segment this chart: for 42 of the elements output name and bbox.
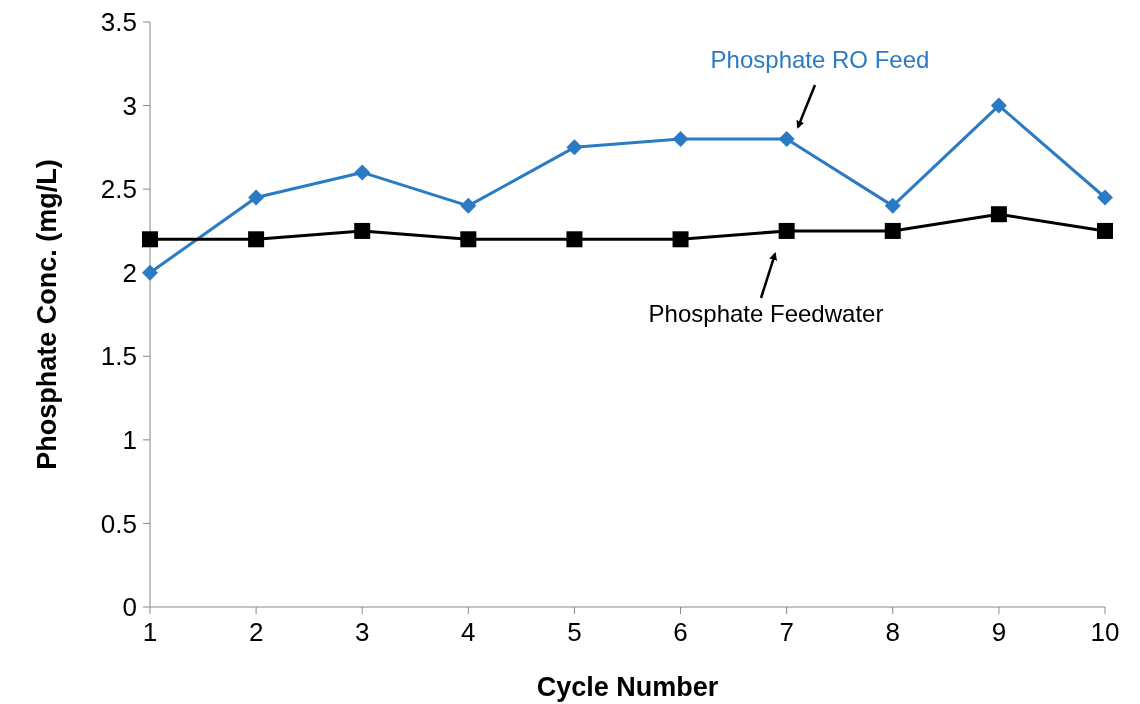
point [1097, 222, 1113, 239]
point [1097, 189, 1113, 206]
x-tick-label: 4 [461, 617, 476, 647]
point [566, 231, 583, 248]
point [142, 264, 158, 281]
y-tick-label: 0.5 [100, 508, 137, 539]
point [778, 131, 795, 147]
y-tick-label: 1 [122, 424, 137, 455]
point [566, 139, 583, 156]
x-tick-label: 3 [354, 617, 370, 647]
x-tick-label: 10 [1090, 617, 1120, 647]
point [672, 131, 689, 147]
point [884, 222, 901, 239]
point [248, 231, 265, 248]
x-tick-label: 7 [779, 617, 794, 647]
x-tick-label: 5 [567, 617, 582, 647]
point [460, 231, 477, 248]
x-axis-title: Cycle Number [536, 672, 719, 702]
y-tick-label: 2.5 [100, 174, 137, 205]
y-tick-label: 2 [122, 257, 137, 288]
y-tick-label: 0 [122, 592, 137, 623]
point [460, 197, 477, 214]
x-tick-label: 9 [991, 617, 1007, 647]
point [990, 97, 1007, 114]
point [884, 197, 901, 214]
text: Phosphate RO Feed [710, 46, 930, 73]
point [248, 189, 265, 206]
point [354, 222, 371, 239]
y-tick-label: 3.5 [100, 7, 137, 38]
y-tick-label: 3 [122, 90, 137, 121]
x-tick-label: 1 [142, 617, 158, 647]
point [778, 222, 795, 239]
point [142, 231, 158, 248]
x-tick-label: 6 [673, 617, 688, 647]
x-tick-label: 8 [885, 617, 901, 647]
y-tick-label: 1.5 [100, 341, 137, 372]
point [990, 206, 1007, 223]
point [354, 164, 371, 181]
legend-label: Phosphate Feedwater [648, 300, 884, 327]
y-axis-title: Phosphate Conc. (mg/L) [32, 159, 62, 470]
point [672, 231, 689, 248]
x-tick-label: 2 [248, 617, 264, 647]
